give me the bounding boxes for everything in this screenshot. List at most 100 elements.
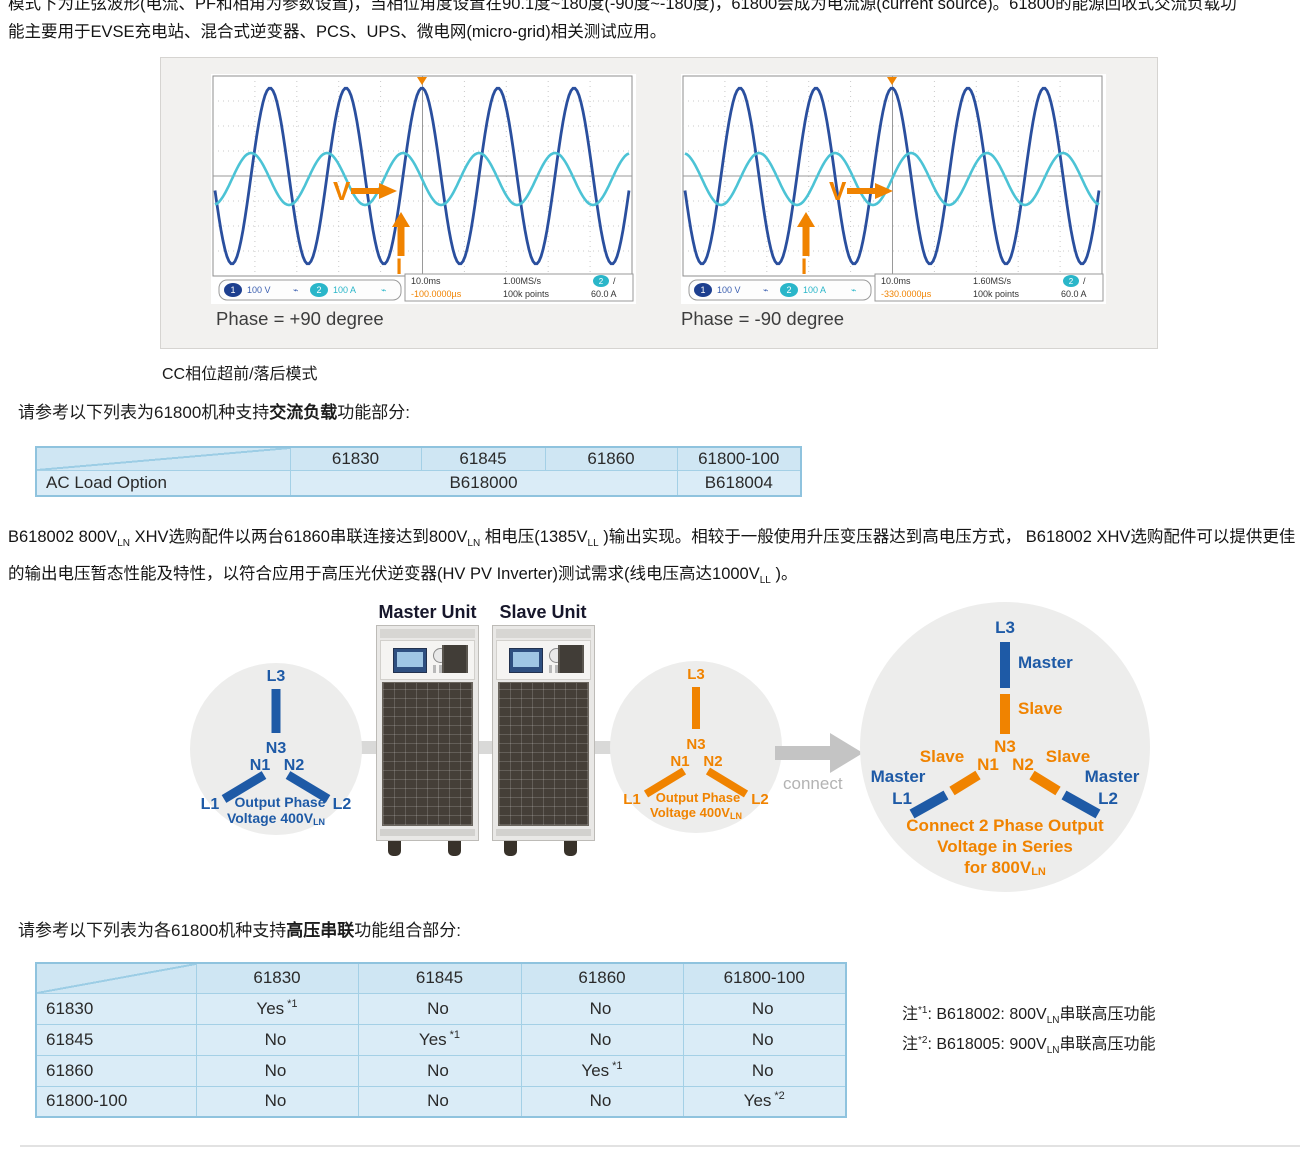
hv-series-section-lead: 请参考以下列表为各61800机种支持高压串联功能组合部分: bbox=[18, 916, 461, 941]
text-seg: XHV选购配件以两台61860串联连接达到800V bbox=[129, 528, 468, 546]
subscript: LL bbox=[759, 575, 771, 586]
col-header: 61845 bbox=[357, 962, 522, 994]
col-header: 61800-100 bbox=[676, 446, 802, 471]
row-label: 61800-100 bbox=[35, 1085, 197, 1118]
matrix-cell: Yes *2 bbox=[682, 1085, 847, 1118]
phase-l2-bar bbox=[285, 771, 331, 803]
ch1-badge bbox=[694, 283, 712, 297]
output-wye-circle-blue: L3 N3 N1 N2 L1 L2 Output Phase Voltage 4… bbox=[190, 663, 362, 835]
intro-paragraph: 模式下为正弦波形(电流、PF和相角为参数设置)，当相位角度设置在90.1度~18… bbox=[8, 0, 1308, 46]
ch1-scale: 100 V bbox=[247, 285, 271, 295]
scope-image-minus90: V I 1 100 V ⌁ 2 100 A ⌁ 10.0ms 1.60MS/s … bbox=[681, 74, 1106, 304]
row-label: AC Load Option bbox=[35, 469, 291, 497]
neutral-n3-label: N3 bbox=[266, 740, 287, 757]
voltage-waveform bbox=[683, 86, 1101, 266]
series-connection-diagram: Master Unit Slave Unit L3 bbox=[0, 595, 1316, 905]
matrix-cell: No bbox=[682, 992, 847, 1025]
phase-l3-label: L3 bbox=[687, 666, 705, 683]
matrix-cell: Yes *1 bbox=[357, 1023, 522, 1056]
scope-image-plus90: V I 1 100 V ⌁ 2 100 A ⌁ 10.0ms 1.00MS/s … bbox=[211, 74, 636, 304]
arrow-head bbox=[830, 733, 863, 773]
phase-l2-bar bbox=[705, 767, 749, 798]
neutral-n2-label: N2 bbox=[703, 753, 722, 770]
cabinet-vent bbox=[558, 645, 584, 673]
connector-bar bbox=[477, 741, 494, 754]
voltage-waveform bbox=[213, 86, 631, 266]
phase-l1-label: L1 bbox=[201, 796, 220, 813]
trigger-slope: / bbox=[613, 276, 616, 286]
current-arrowhead-icon bbox=[392, 212, 410, 227]
master-l1-bar bbox=[909, 790, 949, 819]
current-waveform bbox=[684, 151, 1100, 207]
phase-caption-minus90: Phase = -90 degree bbox=[681, 308, 845, 329]
slave-label: Slave bbox=[1046, 747, 1090, 766]
cabinet-screen bbox=[509, 648, 543, 673]
delay-value: -330.0000µs bbox=[881, 289, 932, 299]
caster bbox=[564, 841, 577, 856]
voltage-annotation: V bbox=[829, 176, 847, 206]
trigger-slope: / bbox=[1083, 276, 1086, 286]
cabinet-base bbox=[380, 829, 475, 836]
trigger-marker-icon bbox=[417, 77, 427, 85]
master-cabinet bbox=[376, 625, 479, 841]
cabinet-grille bbox=[382, 682, 473, 826]
lead-bold: 交流负载 bbox=[269, 403, 338, 422]
col-header: 61860 bbox=[520, 962, 684, 994]
master-label: Master bbox=[1085, 767, 1140, 786]
caster bbox=[504, 841, 517, 856]
neutral-n1-label: N1 bbox=[977, 755, 999, 774]
sample-rate-value: 1.60MS/s bbox=[973, 276, 1012, 286]
col-header: 61845 bbox=[420, 446, 546, 471]
lead-tail: 功能部分: bbox=[337, 403, 411, 422]
cabinet-control-panel bbox=[496, 640, 591, 680]
series-caption-line3: for 800VLN bbox=[964, 858, 1046, 878]
trigger-level: 60.0 A bbox=[591, 289, 617, 299]
phase-l2-label: L2 bbox=[333, 796, 352, 813]
matrix-cell: No bbox=[195, 1054, 359, 1087]
trigger-source-badge bbox=[1063, 275, 1079, 287]
diagonal-header-cell bbox=[35, 962, 197, 994]
diagonal-header-cell bbox=[35, 446, 291, 471]
phase-l2-label: L2 bbox=[1098, 789, 1118, 808]
cabinet-grille bbox=[498, 682, 589, 826]
phase-l1-label: L1 bbox=[892, 789, 912, 808]
cabinet-base bbox=[496, 829, 591, 836]
caster bbox=[448, 841, 461, 856]
subscript: LN bbox=[117, 538, 130, 549]
ch1-number: 1 bbox=[230, 285, 235, 295]
lead-tail: 功能组合部分: bbox=[354, 921, 462, 940]
matrix-cell: No bbox=[357, 1085, 522, 1118]
text-seg: )。 bbox=[770, 565, 798, 583]
matrix-cell: Yes *1 bbox=[520, 1054, 684, 1087]
slave-cabinet bbox=[492, 625, 595, 841]
voltage-annotation: V bbox=[333, 176, 351, 206]
trigger-source: 2 bbox=[1069, 277, 1074, 286]
phase-l3-label: L3 bbox=[995, 618, 1015, 637]
section-divider bbox=[20, 1145, 1300, 1147]
lead-text: 请参考以下列表为61800机种支持 bbox=[18, 403, 270, 422]
ch2-scale: 100 A bbox=[803, 285, 826, 295]
ch2-badge bbox=[310, 283, 328, 297]
circle-caption-line2: Voltage 400VLN bbox=[227, 810, 325, 827]
phase-caption-plus90: Phase = +90 degree bbox=[216, 308, 384, 329]
cabinet-top-strip bbox=[380, 629, 475, 638]
subscript: LN bbox=[467, 538, 481, 549]
scope-figure-panel: V I 1 100 V ⌁ 2 100 A ⌁ 10.0ms 1.00MS/s … bbox=[160, 57, 1158, 349]
col-header: 61830 bbox=[289, 446, 422, 471]
ac-load-table: 61830 61845 61860 61800-100 AC Load Opti… bbox=[35, 446, 802, 497]
trigger-source-badge bbox=[593, 275, 609, 287]
ch2-number: 2 bbox=[786, 285, 791, 295]
footnote-1: 注*1: B618002: 800VLN串联高压功能 bbox=[902, 1005, 1156, 1026]
arrow-shaft bbox=[775, 746, 830, 760]
ac-load-section-lead: 请参考以下列表为61800机种支持交流负载功能部分: bbox=[18, 398, 410, 423]
connect-arrow: connect bbox=[775, 733, 863, 793]
matrix-cell: No bbox=[357, 992, 522, 1025]
sample-rate-value: 1.00MS/s bbox=[503, 276, 542, 286]
caster bbox=[388, 841, 401, 856]
text-seg: )输出实现。相较于一般使用升压变压器达到高电压方式， B618002 XHV选购… bbox=[8, 528, 1296, 583]
current-annotation: I bbox=[801, 254, 807, 279]
master-label: Master bbox=[1018, 653, 1073, 672]
neutral-n2-label: N2 bbox=[284, 757, 305, 774]
text-seg: B618002 800V bbox=[8, 528, 118, 546]
